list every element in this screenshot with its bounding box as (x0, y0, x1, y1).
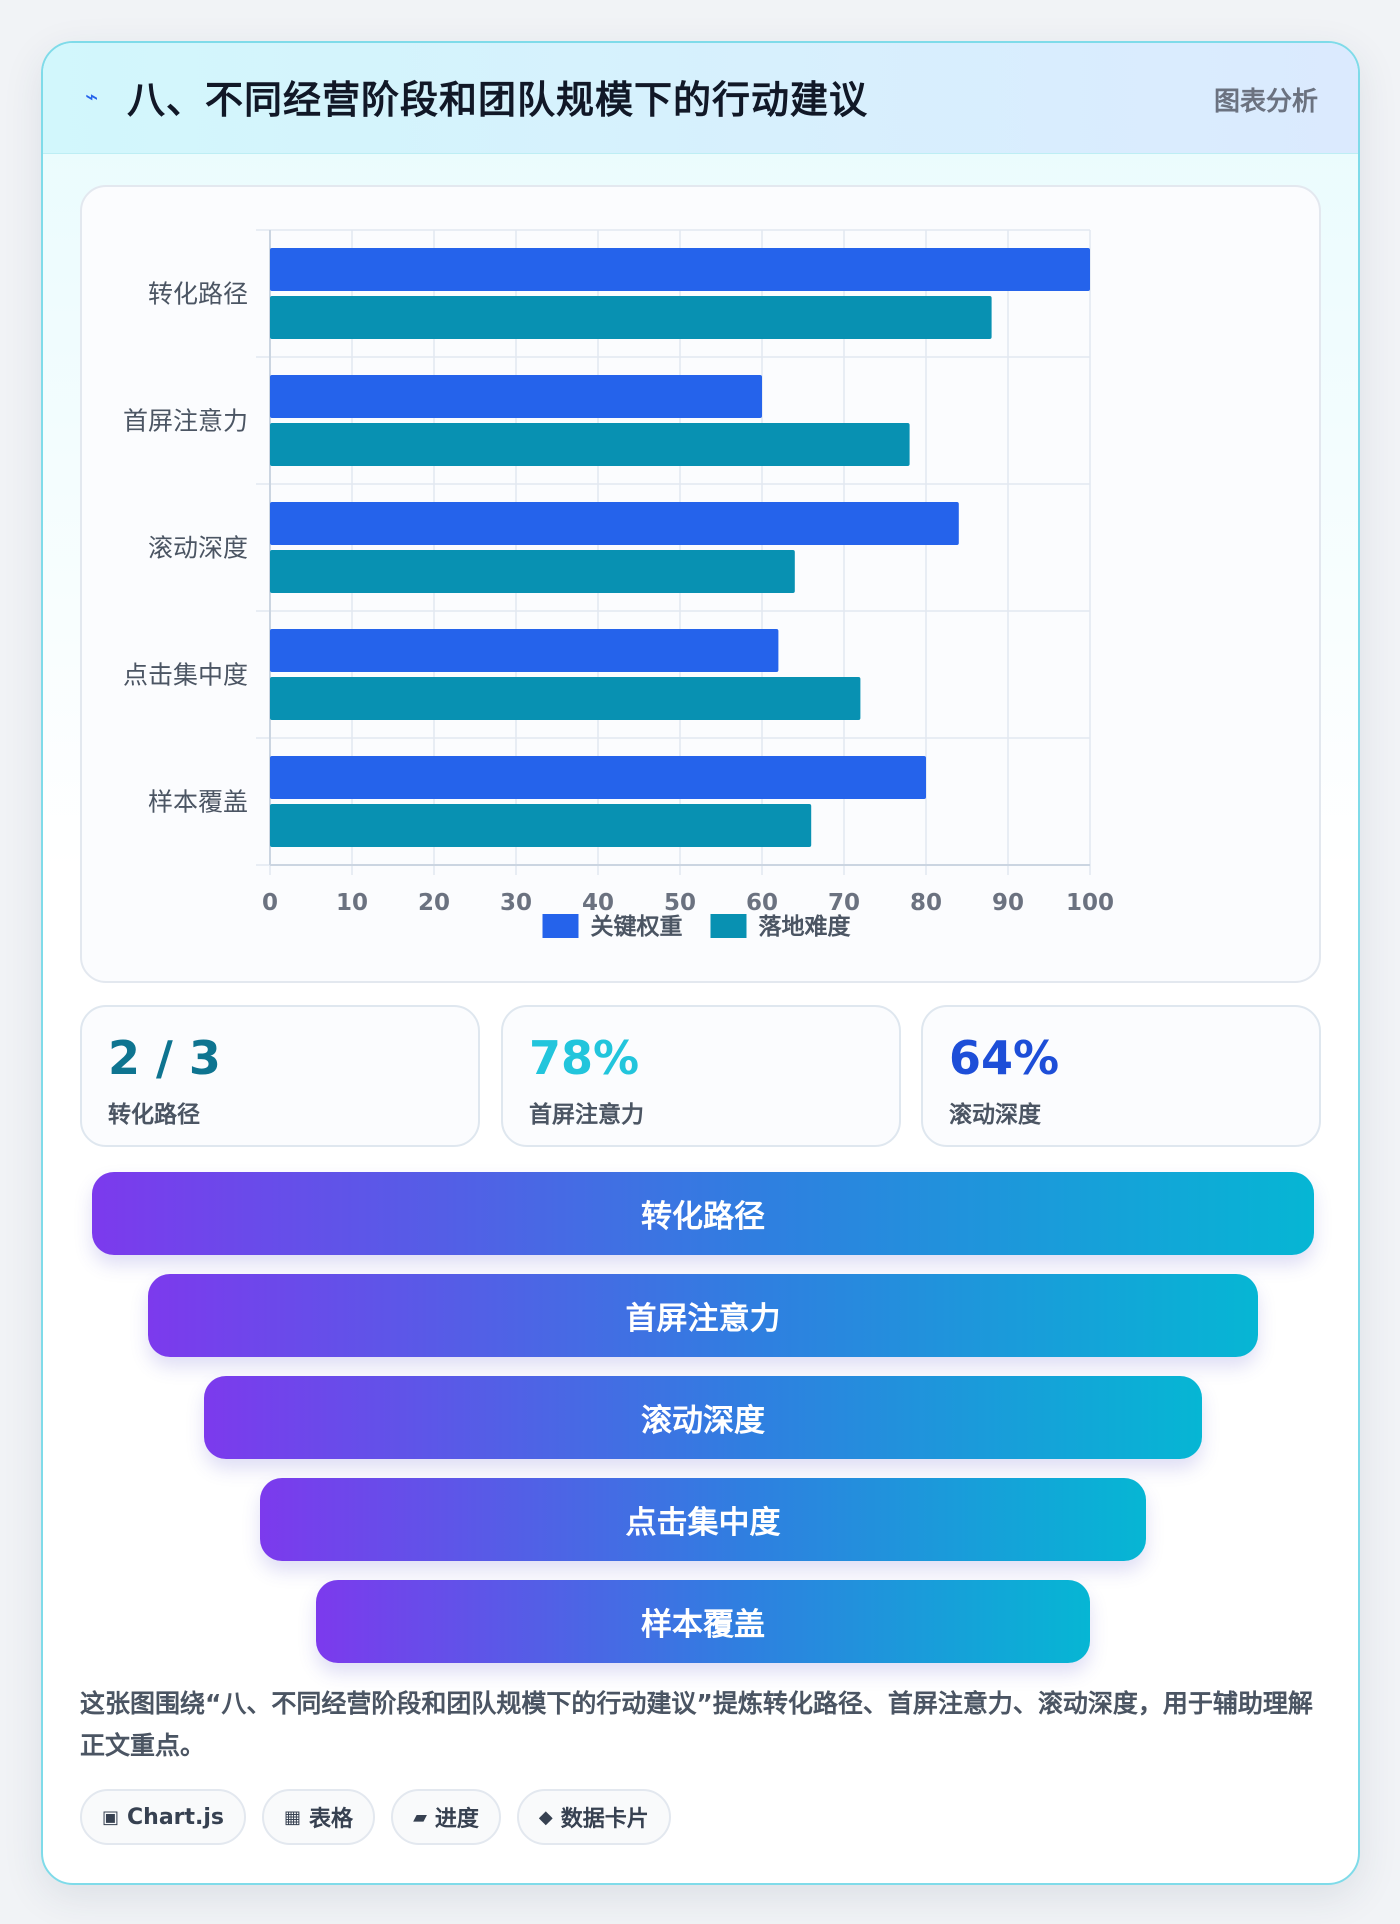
legend-label: 关键权重 (591, 913, 683, 940)
stat-value: 78% (529, 1031, 640, 1085)
x-tick-label: 0 (262, 890, 278, 916)
stat-label: 转化路径 (108, 1102, 200, 1128)
legend-label: 落地难度 (759, 913, 852, 940)
bar-weight (270, 248, 1090, 291)
stat-value: 64% (949, 1031, 1060, 1085)
bar-chart: 0 10 20 30 40 50 60 70 80 90 100 转化路径首屏注意力滚动深度点击集中度… (123, 229, 1114, 940)
page-title: 八、不同经营阶段和团队规模下的行动建议 (127, 78, 869, 122)
chip-data-cards[interactable]: ◆ 数据卡片 (516, 1789, 671, 1845)
chip-table[interactable]: ▦ 表格 (262, 1789, 376, 1845)
stat-label: 首屏注意力 (529, 1102, 644, 1128)
bar-weight (270, 756, 926, 799)
progress-icon: ▰ (413, 1806, 427, 1828)
chart-panel: 0 10 20 30 40 50 60 70 80 90 100 转化路径首屏注意力滚动深度点击集中度… (80, 185, 1321, 983)
chip-chartjs[interactable]: ▣ Chart.js (80, 1789, 247, 1845)
chip-label: 数据卡片 (560, 1807, 649, 1832)
category-label: 点击集中度 (123, 661, 248, 690)
x-tick-label: 80 (910, 890, 942, 916)
funnel-step-3: 滚动深度 (204, 1376, 1202, 1459)
stat-value: 2 / 3 (108, 1031, 221, 1085)
bar-difficulty (270, 804, 812, 847)
category-label: 样本覆盖 (148, 788, 248, 817)
stat-card-3: 64% 滚动深度 (921, 1005, 1321, 1147)
card-header: ⌁ 八、不同经营阶段和团队规模下的行动建议 图表分析 (43, 43, 1358, 154)
legend-swatch (542, 914, 579, 938)
content-card: ⌁ 八、不同经营阶段和团队规模下的行动建议 图表分析 0 10 20 30 40 50 60… (41, 41, 1360, 1885)
chip-label: 表格 (309, 1807, 354, 1832)
x-tick-label: 20 (418, 890, 450, 916)
stat-label: 滚动深度 (949, 1102, 1041, 1128)
chart-description: 这张图围绕“八、不同经营阶段和团队规模下的行动建议”提炼转化路径、首屏注意力、滚… (80, 1689, 1313, 1760)
x-tick-label: 90 (992, 890, 1024, 916)
stat-card-1: 2 / 3 转化路径 (80, 1005, 480, 1147)
x-tick-label: 30 (500, 890, 532, 916)
bar-difficulty (270, 550, 795, 593)
x-tick-label: 10 (336, 890, 368, 916)
bar-weight (270, 502, 959, 545)
table-icon: ▦ (284, 1806, 302, 1828)
diamond-icon: ◆ (538, 1806, 553, 1828)
category-label: 转化路径 (148, 280, 248, 309)
category-label: 首屏注意力 (123, 407, 248, 436)
bar-weight (270, 629, 779, 672)
tag-chips: ▣ Chart.js ▦ 表格 ▰ 进度 ◆ 数据卡片 (80, 1789, 687, 1849)
category-label: 滚动深度 (148, 534, 248, 563)
stat-card-2: 78% 首屏注意力 (501, 1005, 901, 1147)
x-tick-label: 100 (1066, 890, 1114, 916)
bar-difficulty (270, 677, 861, 720)
funnel-step-1: 转化路径 (92, 1172, 1314, 1255)
stat-cards: 2 / 3 转化路径 78% 首屏注意力 64% 滚动深度 (80, 1005, 1321, 1147)
x-tick-label: 60 (746, 890, 778, 916)
lightning-icon: ⌁ (85, 85, 99, 110)
x-tick-label: 50 (664, 890, 696, 916)
chip-progress[interactable]: ▰ 进度 (391, 1789, 501, 1845)
chart-analysis-tag: 图表分析 (1213, 87, 1318, 117)
bar-difficulty (270, 296, 992, 339)
funnel-step-5: 样本覆盖 (316, 1580, 1090, 1663)
legend-swatch (710, 914, 747, 938)
chart-icon: ▣ (102, 1806, 120, 1828)
x-tick-label: 40 (582, 890, 614, 916)
x-tick-label: 70 (828, 890, 860, 916)
bar-difficulty (270, 423, 910, 466)
funnel-step-2: 首屏注意力 (148, 1274, 1258, 1357)
funnel-step-4: 点击集中度 (260, 1478, 1146, 1561)
bar-weight (270, 375, 762, 418)
chip-label: Chart.js (127, 1804, 225, 1830)
chip-label: 进度 (434, 1807, 479, 1832)
